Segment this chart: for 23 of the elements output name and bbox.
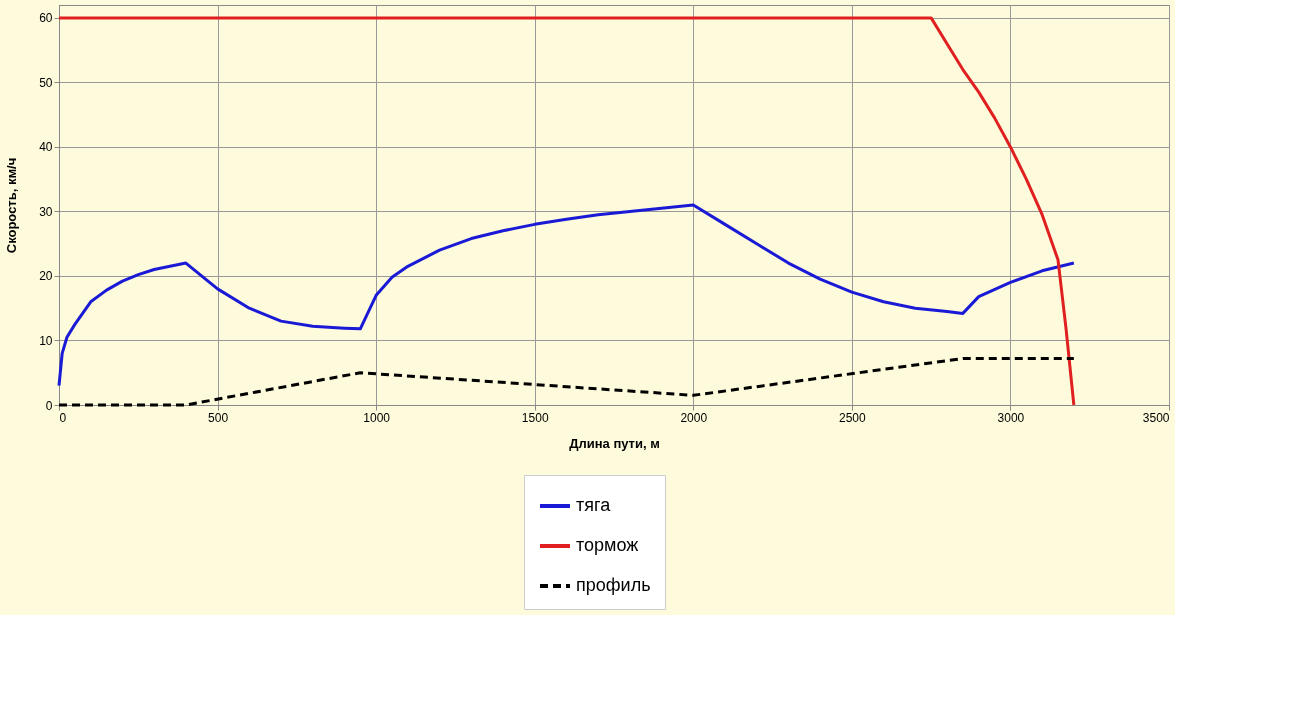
y-axis-title: Скорость, км/ч (4, 157, 20, 254)
x-tick-label: 3000 (997, 410, 1025, 425)
line-series (57, 357, 1076, 407)
x-axis-title: Длина пути, м (569, 435, 660, 451)
y-tick-label: 50 (39, 75, 53, 90)
x-tick-label: 0 (59, 410, 67, 425)
y-tick-label: 30 (39, 204, 53, 219)
x-tick-label: 2000 (680, 410, 708, 425)
y-tick-label: 40 (39, 140, 53, 155)
legend-label: профиль (576, 575, 651, 595)
y-tick-label: 60 (39, 11, 53, 26)
line-series (57, 203, 1076, 388)
y-tick-label: 0 (45, 398, 53, 413)
x-tick-label: 500 (208, 410, 229, 425)
x-tick-label: 2500 (839, 410, 867, 425)
x-tick-label: 1500 (521, 410, 549, 425)
line-series (57, 16, 1076, 407)
legend-label: тормож (576, 535, 639, 555)
x-tick-label: 1000 (363, 410, 391, 425)
y-tick-label: 10 (39, 333, 53, 348)
x-tick-label: 3500 (1142, 410, 1170, 425)
legend-label: тяга (576, 495, 612, 515)
y-tick-label: 20 (39, 269, 53, 284)
